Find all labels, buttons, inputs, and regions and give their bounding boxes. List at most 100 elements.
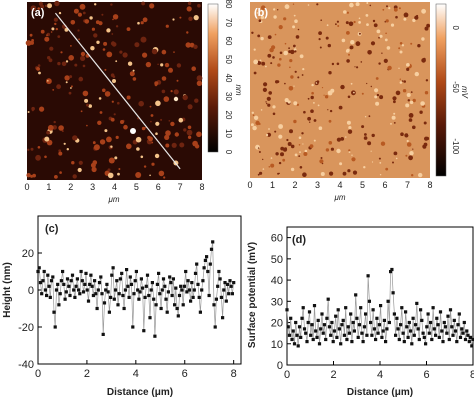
panel-b-colorbar bbox=[435, 3, 447, 177]
data-point bbox=[366, 274, 370, 278]
data-point bbox=[74, 284, 78, 288]
data-point bbox=[208, 262, 212, 266]
grain bbox=[135, 172, 142, 178]
data-point bbox=[410, 342, 414, 346]
feature bbox=[309, 144, 314, 149]
data-point bbox=[85, 288, 89, 292]
feature bbox=[268, 166, 271, 168]
feature bbox=[386, 5, 388, 8]
feature bbox=[265, 65, 267, 68]
data-point bbox=[300, 316, 304, 320]
data-point bbox=[51, 275, 55, 279]
data-point bbox=[196, 282, 200, 286]
x-tick-label: 0 bbox=[35, 368, 41, 380]
feature bbox=[321, 87, 324, 89]
data-point bbox=[331, 340, 335, 344]
feature bbox=[336, 20, 339, 23]
panel-c-series-points bbox=[36, 240, 236, 338]
grain bbox=[78, 38, 80, 40]
feature bbox=[298, 144, 301, 146]
data-point bbox=[125, 268, 129, 272]
data-point bbox=[346, 325, 350, 329]
feature bbox=[274, 130, 277, 133]
feature bbox=[390, 23, 395, 27]
feature bbox=[290, 144, 295, 149]
x-tick-label: 6 bbox=[423, 369, 429, 381]
feature bbox=[353, 91, 355, 94]
data-point bbox=[405, 325, 409, 329]
feature bbox=[372, 19, 376, 23]
colorbar-tick-label: 80 bbox=[224, 0, 233, 9]
feature bbox=[363, 136, 368, 140]
feature bbox=[406, 139, 409, 143]
grain bbox=[29, 33, 33, 37]
data-point bbox=[443, 325, 448, 329]
panel-a-profile-line bbox=[54, 12, 181, 170]
feature bbox=[395, 157, 398, 160]
y-tick-label: 10 bbox=[271, 339, 283, 351]
feature bbox=[379, 174, 382, 176]
data-point bbox=[355, 316, 359, 320]
data-point bbox=[73, 295, 77, 299]
feature bbox=[289, 129, 293, 134]
feature bbox=[348, 126, 352, 130]
feature bbox=[376, 29, 381, 34]
feature bbox=[307, 4, 310, 6]
grain bbox=[110, 3, 113, 6]
grain bbox=[90, 46, 95, 51]
colorbar-tick-label: 60 bbox=[224, 37, 233, 46]
data-point bbox=[431, 306, 435, 310]
grain bbox=[147, 135, 151, 140]
grain bbox=[197, 3, 201, 8]
grain bbox=[155, 121, 160, 126]
grain bbox=[78, 160, 83, 165]
data-point bbox=[179, 284, 183, 288]
data-point bbox=[309, 333, 313, 337]
grain bbox=[194, 98, 199, 103]
data-point bbox=[402, 340, 406, 344]
grain bbox=[44, 136, 50, 142]
data-point bbox=[174, 286, 178, 290]
feature bbox=[335, 23, 337, 26]
feature bbox=[289, 66, 291, 69]
feature bbox=[278, 25, 283, 30]
feature bbox=[252, 125, 257, 131]
data-point bbox=[340, 323, 344, 327]
data-point bbox=[317, 342, 322, 346]
feature bbox=[260, 5, 266, 10]
feature bbox=[349, 45, 354, 50]
data-point bbox=[53, 325, 57, 329]
grain bbox=[106, 28, 111, 33]
grain bbox=[112, 14, 119, 20]
data-point bbox=[77, 288, 81, 292]
panel-d-plot-frame bbox=[286, 226, 474, 366]
data-point bbox=[349, 312, 353, 316]
feature bbox=[272, 105, 276, 109]
data-point bbox=[171, 277, 175, 281]
x-tick-label: 3 bbox=[315, 180, 320, 190]
data-point bbox=[381, 329, 385, 333]
data-point bbox=[153, 334, 157, 338]
data-point bbox=[426, 312, 430, 316]
feature bbox=[266, 132, 272, 137]
feature bbox=[348, 149, 351, 152]
grain bbox=[102, 88, 106, 93]
data-point bbox=[58, 292, 62, 296]
feature bbox=[393, 100, 396, 104]
data-point bbox=[52, 310, 56, 314]
data-point bbox=[91, 293, 95, 298]
feature bbox=[424, 136, 429, 141]
data-point bbox=[377, 323, 381, 327]
data-point bbox=[56, 282, 60, 286]
data-point bbox=[305, 340, 309, 344]
x-tick-label: 8 bbox=[427, 180, 432, 190]
panel-c-plot-frame bbox=[37, 215, 242, 365]
data-point bbox=[211, 240, 215, 244]
data-point bbox=[75, 277, 79, 281]
grain bbox=[107, 168, 111, 172]
data-point bbox=[295, 333, 299, 337]
feature bbox=[280, 152, 284, 157]
data-point bbox=[306, 320, 310, 325]
data-point bbox=[392, 312, 396, 316]
